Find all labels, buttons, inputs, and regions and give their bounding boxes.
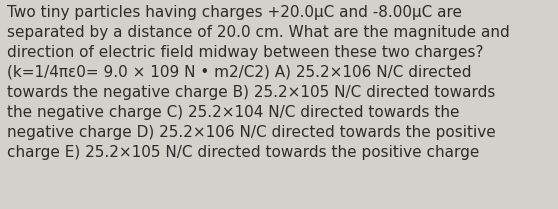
Text: Two tiny particles having charges +20.0μC and -8.00μC are
separated by a distanc: Two tiny particles having charges +20.0μ… <box>7 5 509 160</box>
